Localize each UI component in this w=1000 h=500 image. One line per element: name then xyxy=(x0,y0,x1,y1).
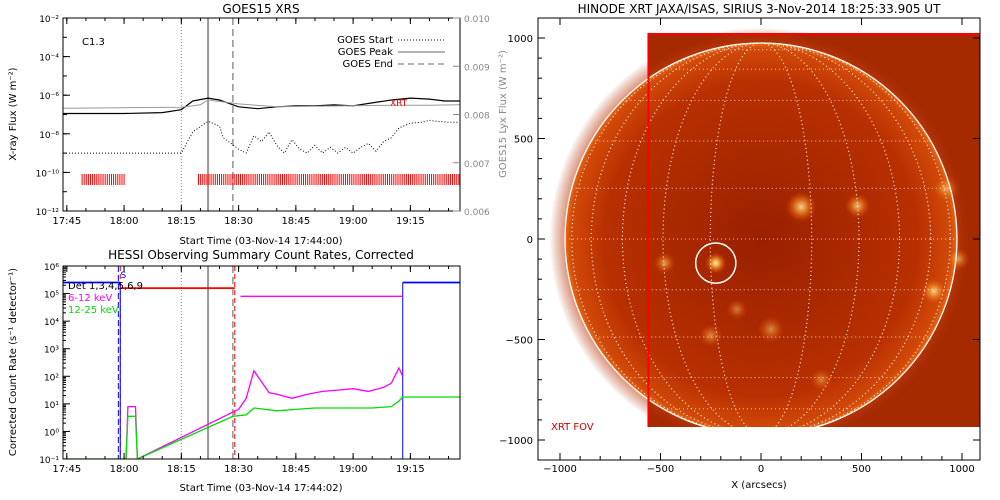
goes-y2tick-label: 0.008 xyxy=(464,112,490,122)
hessi-xtick-label: 18:30 xyxy=(224,464,253,475)
hessi-ytick-label: 10¹ xyxy=(44,401,59,411)
hessi-xtick-label: 19:15 xyxy=(396,464,425,475)
xrt-flare-circle xyxy=(694,242,737,284)
xrt-solar-limb xyxy=(564,42,958,427)
hessi-ytick-label: 10² xyxy=(44,373,59,383)
goes-legend-start: GOES Start xyxy=(337,35,393,46)
xrt-title: HINODE XRT JAXA/ISAS, SIRIUS 3-Nov-2014 … xyxy=(578,2,942,16)
xrt-bright-region xyxy=(725,298,748,321)
hessi-legend-high: 12-25 keV xyxy=(68,305,119,316)
xrt-grid-longitude xyxy=(590,42,932,427)
xrt-image-panel: HINODE XRT JAXA/ISAS, SIRIUS 3-Nov-2014 … xyxy=(499,2,981,491)
hessi-xtick-label: 18:00 xyxy=(110,464,139,475)
xrt-ytick-label: 0 xyxy=(527,235,533,246)
hessi-ytick-label: 10⁴ xyxy=(44,318,59,328)
goes-y2tick-label: 0.010 xyxy=(464,15,490,25)
xrt-bright-region xyxy=(785,190,818,223)
goes-title: GOES15 XRS xyxy=(222,2,299,16)
xrt-axes: −1000 −500 0 500 1000 −1000 −500 0 500 1000 xyxy=(499,18,980,475)
xrt-grid-longitude xyxy=(621,42,901,427)
goes-axes: 17:45 18:00 18:15 18:30 18:45 19:00 19:15 10⁻¹²… xyxy=(36,15,490,227)
goes-ytick-label: 10⁻⁸ xyxy=(39,131,59,141)
xrt-xlabel: X (arcsecs) xyxy=(731,480,787,491)
xrt-bright-region xyxy=(844,192,871,219)
hessi-series-high xyxy=(63,396,460,459)
xrt-ytick-label: 500 xyxy=(514,135,533,146)
hessi-plot-area: S xyxy=(63,266,460,459)
xrt-xtick-label: −1000 xyxy=(543,464,577,475)
xrt-bright-region xyxy=(919,277,948,306)
xrt-bright-region xyxy=(931,174,960,203)
goes-y2tick-label: 0.007 xyxy=(464,160,490,170)
goes-xtick-label: 19:15 xyxy=(396,216,425,227)
hessi-xlabel: Start Time (03-Nov-14 17:44:02) xyxy=(179,483,342,494)
hessi-ylabel: Corrected Count Rate (s⁻¹ detector⁻¹) xyxy=(8,268,19,456)
goes-xtick-label: 17:45 xyxy=(52,216,81,227)
goes-plot-area xyxy=(63,18,460,211)
xrt-bright-region xyxy=(809,367,834,392)
goes-xtick-label: 18:30 xyxy=(224,216,253,227)
xrt-xtick-label: 0 xyxy=(758,464,764,475)
hessi-ytick-label: 10⁶ xyxy=(44,263,59,273)
goes-xtick-label: 18:00 xyxy=(110,216,139,227)
hessi-xtick-label: 19:00 xyxy=(339,464,368,475)
goes-ylabel: X-ray Flux (W m⁻²) xyxy=(8,67,19,160)
goes-ytick-label: 10⁻² xyxy=(39,15,59,25)
goes-ytick-label: 10⁻¹⁰ xyxy=(36,169,60,179)
xrt-xtick-label: 1000 xyxy=(949,464,974,475)
goes-xrs-panel: GOES15 XRS 17:45 18:00 18:15 18:30 18:45 19:0… xyxy=(8,2,509,247)
hessi-plot-frame xyxy=(62,265,461,460)
goes-legend: GOES Start GOES Peak GOES End xyxy=(337,35,445,70)
hessi-ytick-label: 10⁵ xyxy=(44,291,59,301)
xrt-image-area xyxy=(538,18,980,427)
hessi-ytick-label: 10⁰ xyxy=(44,428,59,438)
xrt-grid-longitude xyxy=(662,42,860,427)
xrt-ytick-label: −500 xyxy=(506,336,533,347)
goes-y2tick-label: 0.006 xyxy=(464,208,490,218)
hessi-legend-low: 6-12 keV xyxy=(68,293,112,304)
xrt-ytick-label: 1000 xyxy=(508,34,533,45)
hessi-title: HESSI Observing Summary Count Rates, Cor… xyxy=(108,248,414,262)
goes-series-lyx xyxy=(63,99,460,109)
xrt-fov-outline xyxy=(647,32,980,427)
xrt-bright-region xyxy=(945,247,971,272)
goes-ytick-label: 10⁻⁶ xyxy=(39,92,59,102)
hessi-xtick-label: 17:45 xyxy=(52,464,81,475)
hessi-ytick-label: 10³ xyxy=(44,346,59,356)
goes-legend-end: GOES End xyxy=(343,59,393,70)
goes-flare-class: C1.3 xyxy=(82,37,105,48)
goes-legend-peak: GOES Peak xyxy=(338,47,393,58)
hessi-legend: Det 1,3,4,5,6,9 6-12 keV 12-25 keV xyxy=(68,281,143,316)
goes-y2label: GOES15 Lyx Flux (W m⁻²) xyxy=(498,50,509,178)
goes-xtick-label: 18:45 xyxy=(281,216,310,227)
hessi-series-low xyxy=(125,366,404,459)
hessi-xtick-label: 18:45 xyxy=(281,464,310,475)
goes-ytick-label: 10⁻¹² xyxy=(36,208,60,218)
hessi-legend-det: Det 1,3,4,5,6,9 xyxy=(68,281,143,292)
xrt-bright-region xyxy=(704,252,727,275)
xrt-bright-region xyxy=(756,315,786,344)
xrt-fov-label: XRT FOV xyxy=(551,422,594,433)
goes-xtick-label: 19:00 xyxy=(339,216,368,227)
hessi-xtick-label: 18:15 xyxy=(167,464,196,475)
xrt-xtick-label: −500 xyxy=(647,464,674,475)
xrt-xtick-label: 500 xyxy=(852,464,871,475)
goes-ytick-label: 10⁻⁴ xyxy=(39,54,59,64)
xrt-grid-longitude xyxy=(571,42,951,427)
hessi-flag-label: S xyxy=(120,271,126,281)
goes-series-short xyxy=(63,119,460,154)
hessi-ytick-label: 10⁻¹ xyxy=(39,456,59,466)
goes-y2tick-label: 0.009 xyxy=(464,63,490,73)
goes-xtick-label: 18:15 xyxy=(167,216,196,227)
xrt-bright-region xyxy=(653,252,676,275)
goes-xrt-label: XRT xyxy=(390,99,408,109)
xrt-ytick-label: −1000 xyxy=(499,436,533,447)
hessi-panel: HESSI Observing Summary Count Rates, Cor… xyxy=(8,248,461,494)
goes-xlabel: Start Time (03-Nov-14 17:44:00) xyxy=(179,236,342,247)
xrt-bright-region xyxy=(698,323,723,348)
xrt-solar-disk xyxy=(565,43,957,427)
hessi-axes: 17:45 18:00 18:15 18:30 18:45 19:00 19:15 10⁻¹ 1… xyxy=(39,263,450,475)
